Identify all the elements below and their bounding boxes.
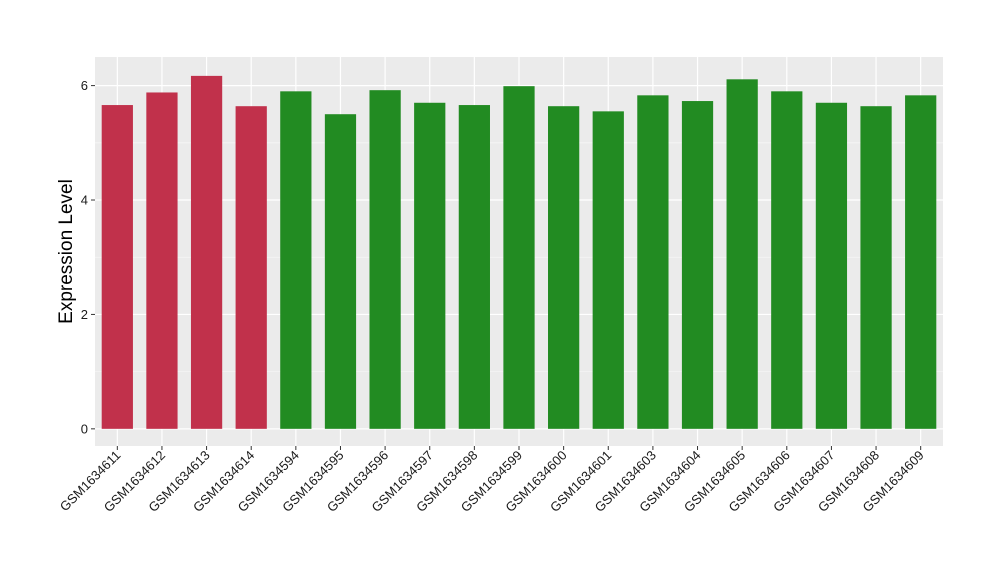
y-tick-label: 0 <box>81 421 88 436</box>
bar-gsm1634614 <box>235 106 267 429</box>
y-tick-label: 2 <box>81 307 88 322</box>
bar-gsm1634608 <box>860 106 892 429</box>
bar-gsm1634611 <box>101 105 133 429</box>
bar-gsm1634604 <box>681 101 714 429</box>
bar-gsm1634600 <box>548 106 580 429</box>
bar-gsm1634612 <box>146 92 178 429</box>
y-tick-label: 6 <box>81 78 88 93</box>
y-axis: 0 2 4 6 <box>81 78 95 436</box>
bars <box>101 75 937 429</box>
bar-gsm1634599 <box>503 86 535 429</box>
y-axis-title: Expression Level <box>56 179 77 324</box>
bar-gsm1634597 <box>414 102 446 429</box>
bar-gsm1634598 <box>458 105 490 429</box>
y-tick-label: 4 <box>81 193 88 208</box>
bar-gsm1634601 <box>592 111 624 429</box>
bar-gsm1634606 <box>771 91 803 429</box>
bar-gsm1634595 <box>324 114 357 429</box>
bar-gsm1634596 <box>369 90 401 429</box>
bar-gsm1634594 <box>280 91 312 429</box>
bar-gsm1634613 <box>190 75 223 429</box>
x-axis: GSM1634611GSM1634612GSM1634613GSM1634614… <box>57 446 927 515</box>
bar-gsm1634603 <box>637 95 669 429</box>
bar-gsm1634609 <box>905 95 937 429</box>
bar-gsm1634607 <box>815 102 848 429</box>
bar-gsm1634605 <box>726 79 758 429</box>
